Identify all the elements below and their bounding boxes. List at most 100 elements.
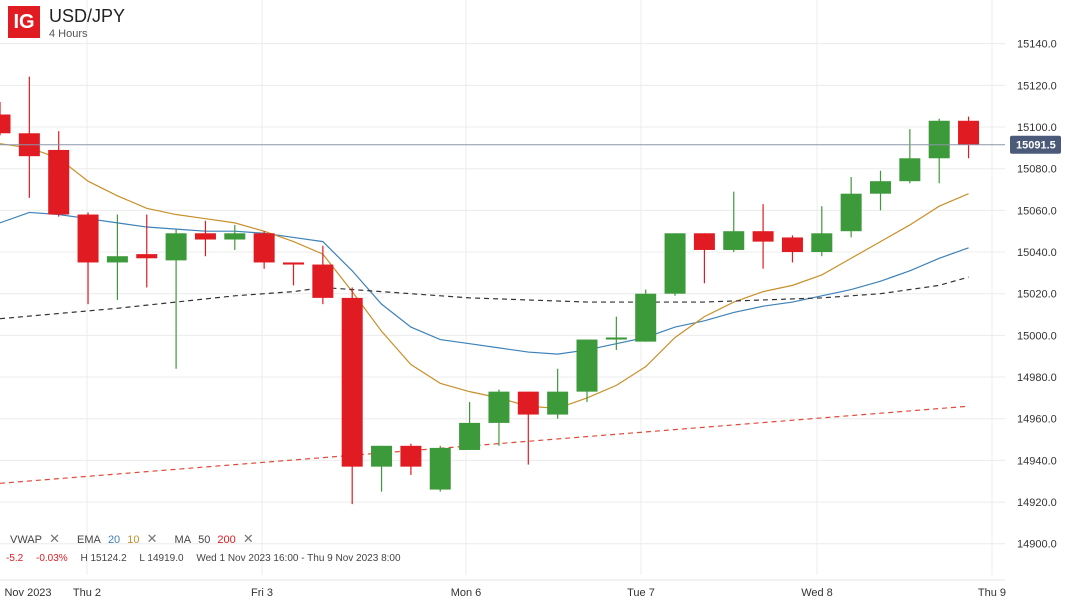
candle-body — [429, 447, 451, 490]
candle-body — [928, 120, 950, 159]
candle-body — [781, 237, 803, 253]
time-axis[interactable]: Nov 2023 Thu 2 Fri 3 Mon 6 Tue 7 Wed 8 Thu 9 — [0, 579, 1006, 599]
candle — [899, 129, 921, 184]
x-tick-label: Wed 8 — [801, 587, 833, 599]
candle — [752, 204, 774, 269]
ma-label[interactable]: MA — [174, 534, 192, 546]
candle — [136, 214, 158, 288]
x-tick-label: Mon 6 — [451, 587, 482, 599]
ma-remove-icon[interactable]: ✕ — [242, 531, 254, 546]
candle-body — [136, 254, 158, 259]
candle-body — [48, 149, 70, 215]
timeframe-label[interactable]: 4 Hours — [49, 28, 88, 40]
ema-remove-icon[interactable]: ✕ — [146, 531, 158, 546]
y-tick-label: 14940.0 — [1017, 455, 1057, 467]
y-tick-label: 15140.0 — [1017, 39, 1057, 51]
moving-average-lines — [0, 143, 969, 484]
candle-body — [635, 293, 657, 342]
candle — [18, 76, 40, 198]
candle-body — [547, 391, 569, 415]
y-tick-label: 15060.0 — [1017, 205, 1057, 217]
candle — [664, 233, 686, 296]
price-tag-background — [1010, 135, 1061, 154]
candle — [194, 220, 216, 257]
candle — [576, 339, 598, 403]
x-tick-label: Nov 2023 — [4, 587, 51, 599]
candle-body — [194, 233, 216, 240]
x-tick-label: Thu 2 — [73, 587, 101, 599]
ema10-line — [0, 143, 969, 409]
price-tag: 15091.5 — [1010, 135, 1061, 154]
candle-body — [400, 445, 422, 467]
ma200-line — [0, 405, 969, 484]
price-axis[interactable]: 15140.0 15120.0 15100.0 15080.0 15060.0 15040… — [1017, 39, 1057, 551]
candle-body — [840, 193, 862, 232]
candle — [958, 116, 980, 159]
y-tick-label: 14920.0 — [1017, 497, 1057, 509]
vwap-label[interactable]: VWAP — [10, 534, 42, 546]
candle — [840, 177, 862, 238]
candle-body — [77, 214, 99, 263]
candle-body — [958, 120, 980, 145]
candle — [517, 391, 539, 465]
candle — [547, 368, 569, 419]
ma-period-50: 50 — [198, 534, 211, 546]
candle-body — [605, 337, 627, 340]
candle-body — [811, 233, 833, 253]
low-value: L 14919.0 — [139, 553, 184, 564]
y-tick-label: 14900.0 — [1017, 539, 1057, 551]
candle — [341, 287, 363, 505]
candle-body — [253, 233, 275, 263]
candle — [635, 289, 657, 342]
candles — [0, 76, 980, 505]
price-stats: -5.2 -0.03% H 15124.2 L 14919.0 Wed 1 No… — [6, 553, 411, 564]
candle — [429, 445, 451, 492]
candle — [312, 245, 334, 305]
candle-body — [576, 339, 598, 392]
candle — [106, 214, 128, 300]
y-tick-label: 15000.0 — [1017, 330, 1057, 342]
candle-body — [459, 422, 481, 450]
candle-body — [899, 158, 921, 182]
candle-body — [693, 233, 715, 250]
ig-logo: IG — [8, 6, 40, 38]
candle — [605, 316, 627, 350]
candle-body — [870, 181, 891, 194]
candle — [928, 118, 950, 184]
y-tick-label: 14960.0 — [1017, 414, 1057, 426]
y-tick-label: 15040.0 — [1017, 247, 1057, 259]
candle — [77, 212, 99, 305]
x-tick-label: Thu 9 — [978, 587, 1006, 599]
candle — [723, 191, 745, 253]
candle — [488, 389, 510, 446]
candle — [224, 224, 246, 250]
change-percent: -0.03% — [36, 553, 68, 564]
date-range: Wed 1 Nov 2023 16:00 - Thu 9 Nov 2023 8:… — [196, 553, 401, 564]
ma-period-200: 200 — [217, 534, 236, 546]
candle-body — [312, 264, 334, 298]
candle-body — [517, 391, 539, 415]
y-tick-label: 15100.0 — [1017, 122, 1057, 134]
candle — [459, 402, 481, 450]
candle-body — [341, 297, 363, 467]
candle-body — [0, 114, 11, 134]
vwap-remove-icon[interactable]: ✕ — [49, 531, 60, 546]
y-tick-label: 15120.0 — [1017, 80, 1057, 92]
candle-body — [371, 445, 393, 467]
candle-body — [723, 231, 745, 250]
ema-label[interactable]: EMA — [77, 534, 101, 546]
candle-body — [752, 231, 774, 242]
candle — [283, 262, 304, 286]
y-tick-label: 14980.0 — [1017, 372, 1057, 384]
candle-body — [488, 391, 510, 423]
high-value: H 15124.2 — [80, 553, 127, 564]
candle-body — [224, 233, 246, 240]
y-tick-label: 15080.0 — [1017, 164, 1057, 176]
candle — [781, 235, 803, 263]
ema-period-10: 10 — [127, 534, 140, 546]
candle — [693, 233, 715, 284]
x-tick-label: Tue 7 — [627, 587, 655, 599]
candle — [0, 102, 11, 136]
instrument-title[interactable]: USD/JPY — [49, 6, 126, 26]
